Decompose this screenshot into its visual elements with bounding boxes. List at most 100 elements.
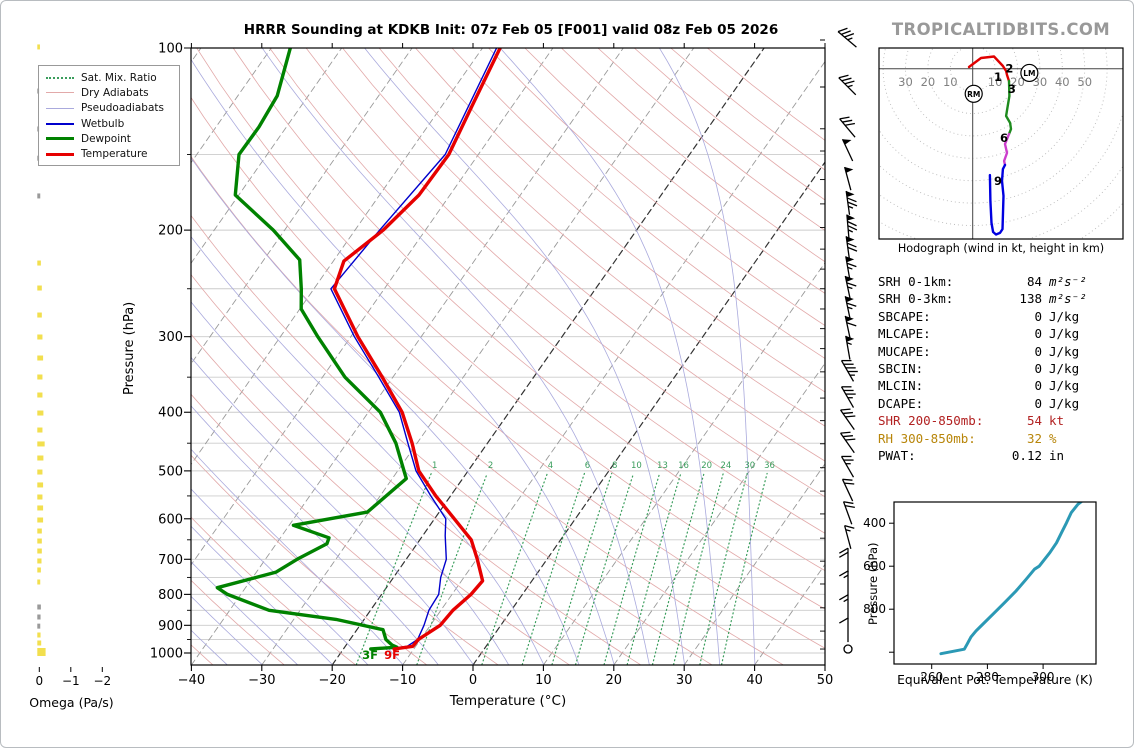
omega-bar: [37, 632, 41, 638]
hodograph-height-mark: 9: [994, 174, 1002, 188]
barb-staff: [840, 456, 855, 478]
temp-tick-label: −40: [178, 673, 205, 688]
dry-adiabat-line: [342, 48, 825, 462]
stat-row: SRH 0-3km: 138 m²s⁻²: [878, 290, 1108, 307]
mixing-ratio-value: 6: [585, 461, 590, 471]
theta-e-panel: 260 280 300 400 600 800: [863, 501, 1097, 684]
theta-e-curve: [939, 502, 1083, 656]
stat-row: SRH 0-1km: 84 m²s⁻²: [878, 273, 1108, 290]
pseudoadiabat-line: [191, 525, 333, 665]
barb-feather: [842, 119, 853, 123]
omega-bar: [37, 285, 42, 291]
omega-bar: [37, 538, 42, 544]
skewt-background: 1 2 4 6 8 10 13 16 20 24 30 36: [191, 47, 825, 665]
stat-unit: J/kg: [1049, 360, 1080, 376]
temperature-curve: [332, 48, 502, 651]
barb-feather: [844, 80, 855, 85]
omega-bar: [37, 355, 44, 361]
wind-barb: [845, 256, 857, 281]
legend-item: Dewpoint: [39, 131, 179, 146]
watermark-tropicaltidbits: TROPICALTIDBITS.COM: [891, 20, 1111, 39]
stat-unit: J/kg: [1049, 343, 1080, 359]
wind-barb: [841, 138, 854, 162]
barb-feather: [844, 525, 855, 529]
legend-item: Sat. Mix. Ratio: [39, 70, 179, 85]
temp-tick-label: 10: [535, 673, 552, 688]
stat-value: 0: [1034, 360, 1042, 376]
barb-feather: [847, 220, 857, 227]
temp-tick-label: 50: [817, 673, 834, 688]
pressure-tick-label: 1000: [150, 647, 183, 662]
stat-label: MLCIN:: [878, 378, 924, 394]
barb-half-feather: [847, 266, 853, 270]
stat-unit: %: [1049, 430, 1057, 446]
mixing-ratio-line: [699, 472, 748, 665]
barb-pennant: [846, 191, 855, 197]
barb-feather: [841, 30, 851, 35]
pseudoadiabat-line: [191, 448, 404, 665]
omega-bar: [37, 312, 42, 318]
barb-staff: [845, 256, 851, 281]
barb-feather: [846, 282, 857, 287]
barb-half-feather: [843, 598, 849, 603]
mixing-ratio-value: 24: [720, 461, 731, 471]
mixing-ratio-value: 8: [612, 461, 617, 471]
legend-item-label: Pseudoadiabats: [81, 102, 164, 115]
skewt-border: [190, 47, 826, 666]
stat-row: MLCAPE: 0 J/kg: [878, 325, 1108, 342]
mixing-ratio-value: 16: [678, 461, 689, 471]
dry-adiabat-line: [191, 454, 427, 665]
mixing-ratio-value: 10: [631, 461, 642, 471]
omega-bar: [37, 374, 43, 380]
barb-half-feather: [845, 529, 851, 532]
barb-feather: [846, 262, 857, 268]
barb-staff: [840, 360, 855, 382]
hodograph-height-mark: 2: [1005, 62, 1013, 76]
stat-unit: in: [1049, 447, 1065, 463]
barb-pennant: [845, 296, 854, 303]
stat-value: 0.12: [1011, 447, 1042, 463]
sounding-profiles: [215, 48, 502, 651]
hodograph-trace: [1002, 132, 1011, 167]
stat-label: MLCAPE:: [878, 326, 931, 342]
temp-tick-label: −10: [389, 673, 416, 688]
isotherm-line: [331, 48, 765, 665]
hodograph-height-mark: 6: [1000, 131, 1008, 145]
omega-tick-label: −2: [93, 674, 111, 688]
barb-staff: [840, 432, 855, 454]
barb-half-feather: [847, 229, 854, 233]
pressure-tick-label: 900: [158, 619, 183, 634]
barb-feather: [839, 594, 849, 601]
isotherm-line: [683, 463, 825, 665]
omega-bar: [37, 623, 41, 629]
theta-e-y-tick-label: 400: [863, 516, 886, 530]
omega-bar: [37, 392, 43, 398]
barb-feather: [845, 415, 856, 418]
calm-circle: [843, 644, 853, 654]
storm-motion-label: LM: [1023, 69, 1035, 78]
page-title: HRRR Sounding at KDKB Init: 07z Feb 05 […: [243, 22, 779, 38]
pressure-tick-label: 200: [158, 224, 183, 239]
hodograph-trace: [967, 55, 1011, 83]
stat-label: PWAT:: [878, 447, 916, 463]
theta-e-y-tick-label: 800: [863, 602, 886, 616]
stat-unit: kt: [1049, 413, 1065, 429]
theta-e-x-label: Equivalent Pot. Temperature (K): [897, 673, 1093, 687]
barb-pennant: [845, 335, 855, 342]
barb-feather: [843, 501, 854, 505]
stat-value: 0: [1034, 343, 1042, 359]
omega-bar: [37, 44, 40, 50]
dry-adiabat-line: [191, 579, 285, 665]
dry-adiabat-line: [191, 333, 570, 665]
legend-item-label: Dewpoint: [81, 132, 131, 145]
barb-pennant: [845, 315, 854, 322]
mixing-ratio-line: [551, 472, 613, 665]
wind-barb: [843, 644, 853, 654]
dry-adiabat-line: [232, 48, 825, 572]
stat-unit: J/kg: [1049, 378, 1080, 394]
hodograph-height-mark: 1: [994, 70, 1002, 84]
wind-barb: [841, 478, 855, 502]
barb-pennant: [842, 139, 852, 145]
barb-staff: [845, 236, 851, 261]
